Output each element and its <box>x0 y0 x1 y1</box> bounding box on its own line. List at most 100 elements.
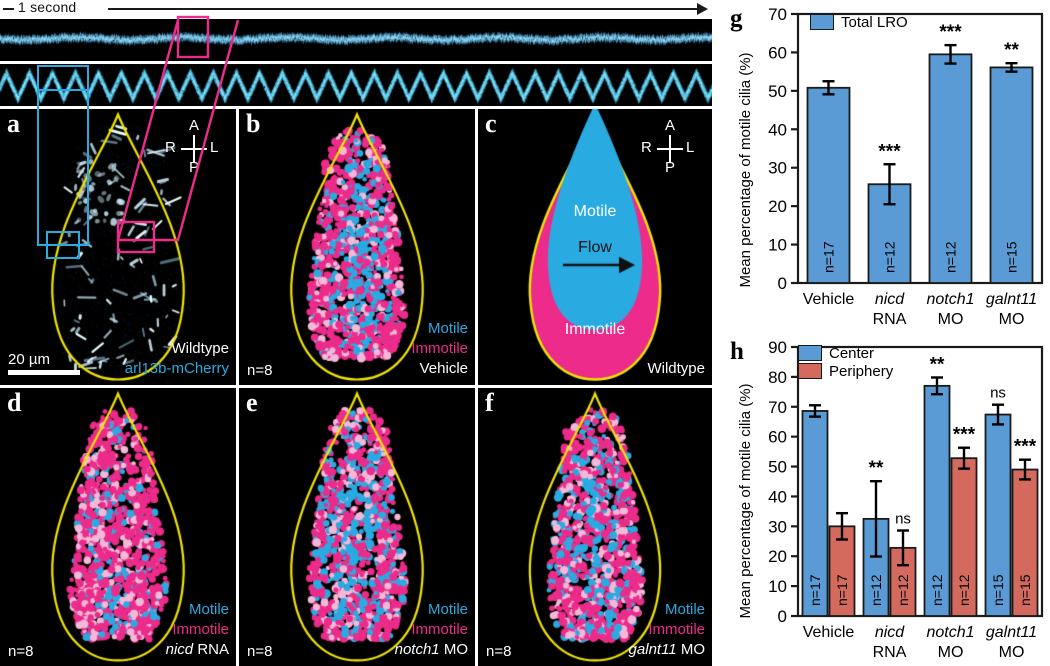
x-category-label: Vehicle <box>803 624 855 641</box>
x-category-label: galnt11 <box>986 291 1037 308</box>
time-scale-bar: 1 second <box>0 0 712 18</box>
legend-swatch <box>798 345 822 361</box>
x-category-label: galnt11 <box>986 624 1037 641</box>
y-tick-label: 60 <box>768 43 787 62</box>
y-tick-label: 30 <box>768 159 787 178</box>
x-category-sublabel: MO <box>938 311 964 328</box>
y-tick-label: 70 <box>768 5 787 24</box>
panel-d-n-label: n=8 <box>8 643 34 660</box>
y-tick-label: 90 <box>768 338 787 357</box>
panel-a-letter: a <box>7 109 20 138</box>
y-tick-label: 50 <box>768 458 787 477</box>
y-tick-label: 10 <box>768 236 787 255</box>
bar-chart-group: g Mean percentage of motile cilia (%) n=… <box>712 0 1050 666</box>
panel-e-gene-name: notch1 <box>394 641 440 658</box>
panel-d-gene-name: nicd <box>165 641 194 658</box>
time-scale-label: 1 second <box>18 0 77 15</box>
legend-swatch <box>798 363 822 379</box>
compass-posterior-label: P <box>665 159 676 176</box>
y-tick-label: 40 <box>768 120 787 139</box>
y-tick-label: 0 <box>778 607 787 626</box>
panel-c-letter: c <box>485 109 497 138</box>
panel-e-motile-label: Motile <box>427 601 468 618</box>
x-category-sublabel: MO <box>938 644 964 661</box>
x-category-sublabel: RNA <box>873 644 907 661</box>
legend-item: Periphery <box>798 363 893 379</box>
scale-bar-line <box>8 370 80 375</box>
chart-h-legend: Center Periphery <box>798 345 893 381</box>
y-tick-label: 60 <box>768 428 787 447</box>
y-tick-label: 20 <box>768 547 787 566</box>
x-category-label: notch1 <box>926 291 974 308</box>
kymograph-motile <box>0 64 712 106</box>
panel-b-n-label: n=8 <box>247 362 273 379</box>
panel-f-treatment: MO <box>676 641 705 658</box>
compass-horizontal-line <box>657 148 683 150</box>
panel-a-genotype-label: Wildtype <box>171 340 229 357</box>
bar <box>862 517 890 617</box>
compass-posterior-label: P <box>189 159 200 176</box>
y-tick-label: 70 <box>768 398 787 417</box>
panel-e-treatment: MO <box>439 641 468 658</box>
compass-right-label: R <box>165 139 176 156</box>
compass-right-label: R <box>641 139 652 156</box>
n-label: n=12 <box>929 574 945 606</box>
chart-h-plot: n=17 ** n=12 ** n=12 ns n=15 n=17 ns n=12 *** n=12 *… <box>768 338 1044 661</box>
chart-panel-g: g Mean percentage of motile cilia (%) n=… <box>712 0 1050 333</box>
imaging-panel-group: 1 second a A R L P Wildtype arl13b-mCher… <box>0 0 712 666</box>
n-label: n=12 <box>943 241 959 273</box>
scale-bar-label: 20 µm <box>8 351 50 368</box>
panel-f-condition-label: galnt11 MO <box>629 641 705 658</box>
significance-label: ** <box>930 354 945 375</box>
legend-item: Center <box>798 345 893 361</box>
panel-e-condition-label: notch1 MO <box>395 641 468 658</box>
x-category-label: nicd <box>875 291 905 308</box>
chart-panel-h: h Mean percentage of motile cilia (%) n=… <box>712 333 1050 666</box>
n-label: n=17 <box>821 241 837 273</box>
panel-d: d Motile Immotile nicd RNA n=8 <box>0 388 236 666</box>
panel-f-motile-label: Motile <box>664 601 705 618</box>
panel-f-immotile-label: Immotile <box>648 621 705 638</box>
time-scale-dash <box>3 8 14 10</box>
panel-e-n-label: n=8 <box>247 643 273 660</box>
panel-f-letter: f <box>485 388 494 417</box>
panel-f-n-label: n=8 <box>486 643 512 660</box>
significance-label: *** <box>939 22 962 43</box>
panel-e-immotile-label: Immotile <box>411 621 468 638</box>
n-label: n=12 <box>882 241 898 273</box>
n-label: n=15 <box>1017 574 1033 606</box>
panel-g-letter: g <box>730 5 743 32</box>
significance-label: ** <box>1004 40 1019 61</box>
y-tick-label: 10 <box>768 577 787 596</box>
panel-f: f Motile Immotile galnt11 MO n=8 <box>478 388 712 666</box>
compass-anterior-label: A <box>665 117 676 134</box>
bar <box>923 384 951 617</box>
bar <box>806 86 851 284</box>
panel-d-treatment: RNA <box>193 641 229 658</box>
panel-a: a A R L P Wildtype arl13b-mCherry 20 µm <box>0 109 236 385</box>
bar <box>928 53 973 284</box>
n-label: n=17 <box>834 574 850 606</box>
panel-c-compass: A R L P <box>640 117 700 179</box>
legend-label: Center <box>829 344 875 362</box>
panel-c: c A R L P Motile Flow Immotile Wildtype <box>478 109 712 385</box>
panel-f-gene-name: galnt11 <box>628 641 677 658</box>
compass-left-label: L <box>686 139 695 156</box>
y-tick-label: 40 <box>768 487 787 506</box>
panel-e: e Motile Immotile notch1 MO n=8 <box>239 388 475 666</box>
n-label: n=17 <box>807 574 823 606</box>
chart-g-legend: Total LRO <box>810 14 908 32</box>
y-tick-label: 20 <box>768 197 787 216</box>
legend-label: Total LRO <box>841 13 908 31</box>
x-category-sublabel: MO <box>999 311 1025 328</box>
time-scale-arrowhead <box>697 3 708 15</box>
panel-c-flow-label: Flow <box>578 239 612 256</box>
panel-d-motile-label: Motile <box>188 601 229 618</box>
legend-item: Total LRO <box>810 14 908 30</box>
panel-b-immotile-label: Immotile <box>411 340 468 357</box>
panel-h-letter: h <box>730 338 744 365</box>
kymograph-immotile <box>0 19 712 61</box>
compass-horizontal-line <box>181 148 207 150</box>
compass-left-label: L <box>210 139 219 156</box>
time-scale-line <box>108 8 700 10</box>
